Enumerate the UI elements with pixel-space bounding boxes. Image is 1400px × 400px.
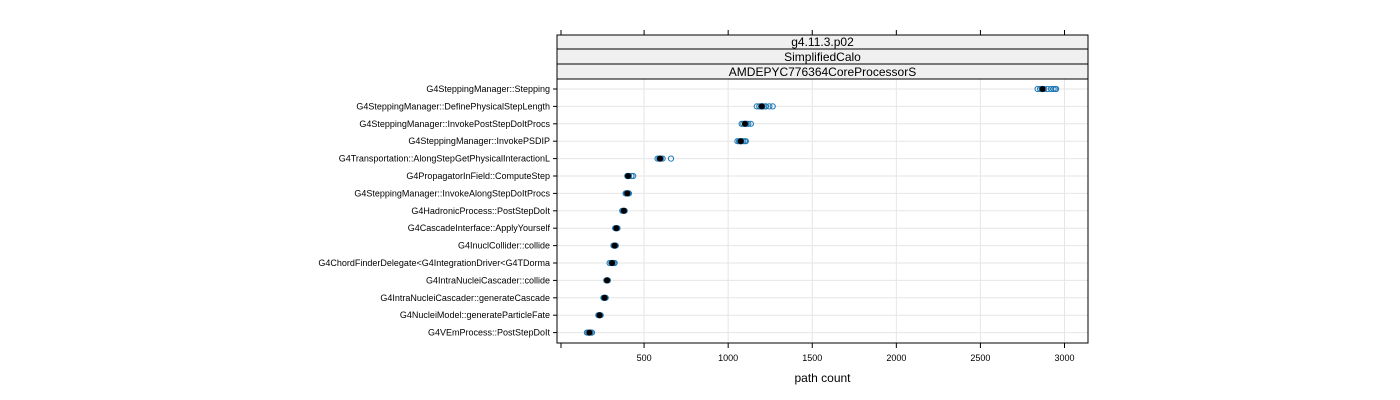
category-label: G4PropagatorInField::ComputeStep [406,171,550,181]
data-point [766,103,773,110]
median-point [609,260,616,266]
median-point [625,173,632,179]
median-point [596,312,603,319]
panel-border [556,78,1089,344]
x-tick-label: 2000 [886,353,906,363]
strip-3-label: AMDEPYC776364CoreProcessorS [729,65,916,79]
median-point [601,294,608,301]
x-tick-label: 1500 [802,353,822,363]
category-label: G4VEmProcess::PostStepDoIt [428,328,551,338]
median-point [758,103,765,110]
data-point [747,120,754,127]
category-rows: G4SteppingManager::SteppingG4SteppingMan… [318,84,1088,338]
category-label: G4HadronicProcess::PostStepDoIt [411,206,550,216]
category-label: G4NucleiModel::generateParticleFate [400,310,550,320]
median-point [611,242,618,249]
category-label: G4SteppingManager::InvokePSDIP [408,136,550,146]
median-point [620,207,627,214]
data-marks [583,85,1060,336]
median-point [741,120,748,127]
median-point [1039,86,1046,92]
category-label: G4SteppingManager::DefinePhysicalStepLen… [356,101,550,111]
median-point [737,138,744,145]
category-label: G4IntraNucleiCascader::collide [426,275,550,285]
category-label: G4InuclCollider::collide [458,241,550,251]
median-point [604,277,611,284]
category-label: G4ChordFinderDelegate<G4IntegrationDrive… [318,258,550,268]
category-label: G4SteppingManager::InvokePostStepDoItPro… [359,119,550,129]
category-label: G4IntraNucleiCascader::generateCascade [380,293,550,303]
panel-strips: g4.11.3.p02 SimplifiedCalo AMDEPYC776364… [556,34,1089,80]
data-point [769,103,776,110]
x-tick-label: 3000 [1054,353,1074,363]
strip-2-label: SimplifiedCalo [784,50,861,64]
data-point [667,155,675,162]
x-tick-label: 1000 [718,353,738,363]
category-label: G4SteppingManager::Stepping [426,84,550,94]
category-label: G4Transportation::AlongStepGetPhysicalIn… [339,154,550,164]
category-label: G4SteppingManager::InvokeAlongStepDoItPr… [354,188,550,198]
data-point [1052,85,1060,93]
category-label: G4CascadeInterface::ApplyYourself [408,223,551,233]
x-axis: 500 1000 1500 2000 2500 3000 [560,30,1075,363]
x-tick-label: 500 [637,353,652,363]
median-point [586,329,593,336]
median-point [657,155,664,162]
median-point [624,190,631,197]
median-point [613,225,620,232]
x-tick-label: 2500 [970,353,990,363]
x-axis-title: path count [794,371,851,385]
strip-1-label: g4.11.3.p02 [791,35,854,49]
